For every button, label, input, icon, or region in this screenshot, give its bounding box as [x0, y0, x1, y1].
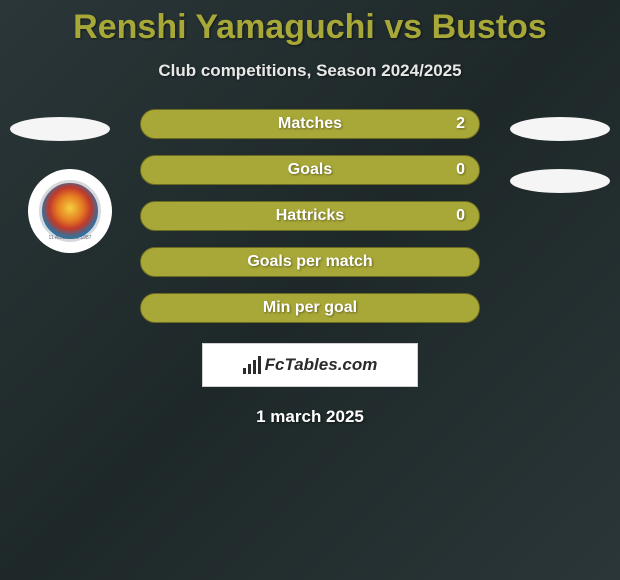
chart-icon	[243, 356, 261, 374]
stat-bar-min-per-goal: Min per goal	[140, 293, 480, 323]
stat-label: Goals per match	[247, 253, 372, 271]
stat-bar-hattricks: Hattricks 0	[140, 201, 480, 231]
club-badge: 11 AGUSTUS 1987	[28, 169, 112, 253]
stat-label: Min per goal	[263, 299, 357, 317]
page-title: Renshi Yamaguchi vs Bustos	[0, 0, 620, 47]
logo-text: FcTables.com	[265, 355, 378, 375]
stat-value: 0	[456, 207, 465, 225]
stat-bar-matches: Matches 2	[140, 109, 480, 139]
badge-subtext: 11 AGUSTUS 1987	[49, 235, 92, 241]
subtitle: Club competitions, Season 2024/2025	[0, 61, 620, 81]
date: 1 march 2025	[0, 407, 620, 427]
player-left-placeholder	[10, 117, 110, 141]
comparison-area: 11 AGUSTUS 1987 Matches 2 Goals 0 Hattri…	[0, 109, 620, 427]
fctables-logo[interactable]: FcTables.com	[202, 343, 418, 387]
stat-value: 0	[456, 161, 465, 179]
player-right-placeholder-2	[510, 169, 610, 193]
club-badge-inner: 11 AGUSTUS 1987	[39, 180, 101, 242]
stat-label: Goals	[288, 161, 332, 179]
stat-bar-goals-per-match: Goals per match	[140, 247, 480, 277]
player-right-placeholder-1	[510, 117, 610, 141]
stat-label: Hattricks	[276, 207, 344, 225]
stat-label: Matches	[278, 115, 342, 133]
stat-value: 2	[456, 115, 465, 133]
stat-bar-goals: Goals 0	[140, 155, 480, 185]
